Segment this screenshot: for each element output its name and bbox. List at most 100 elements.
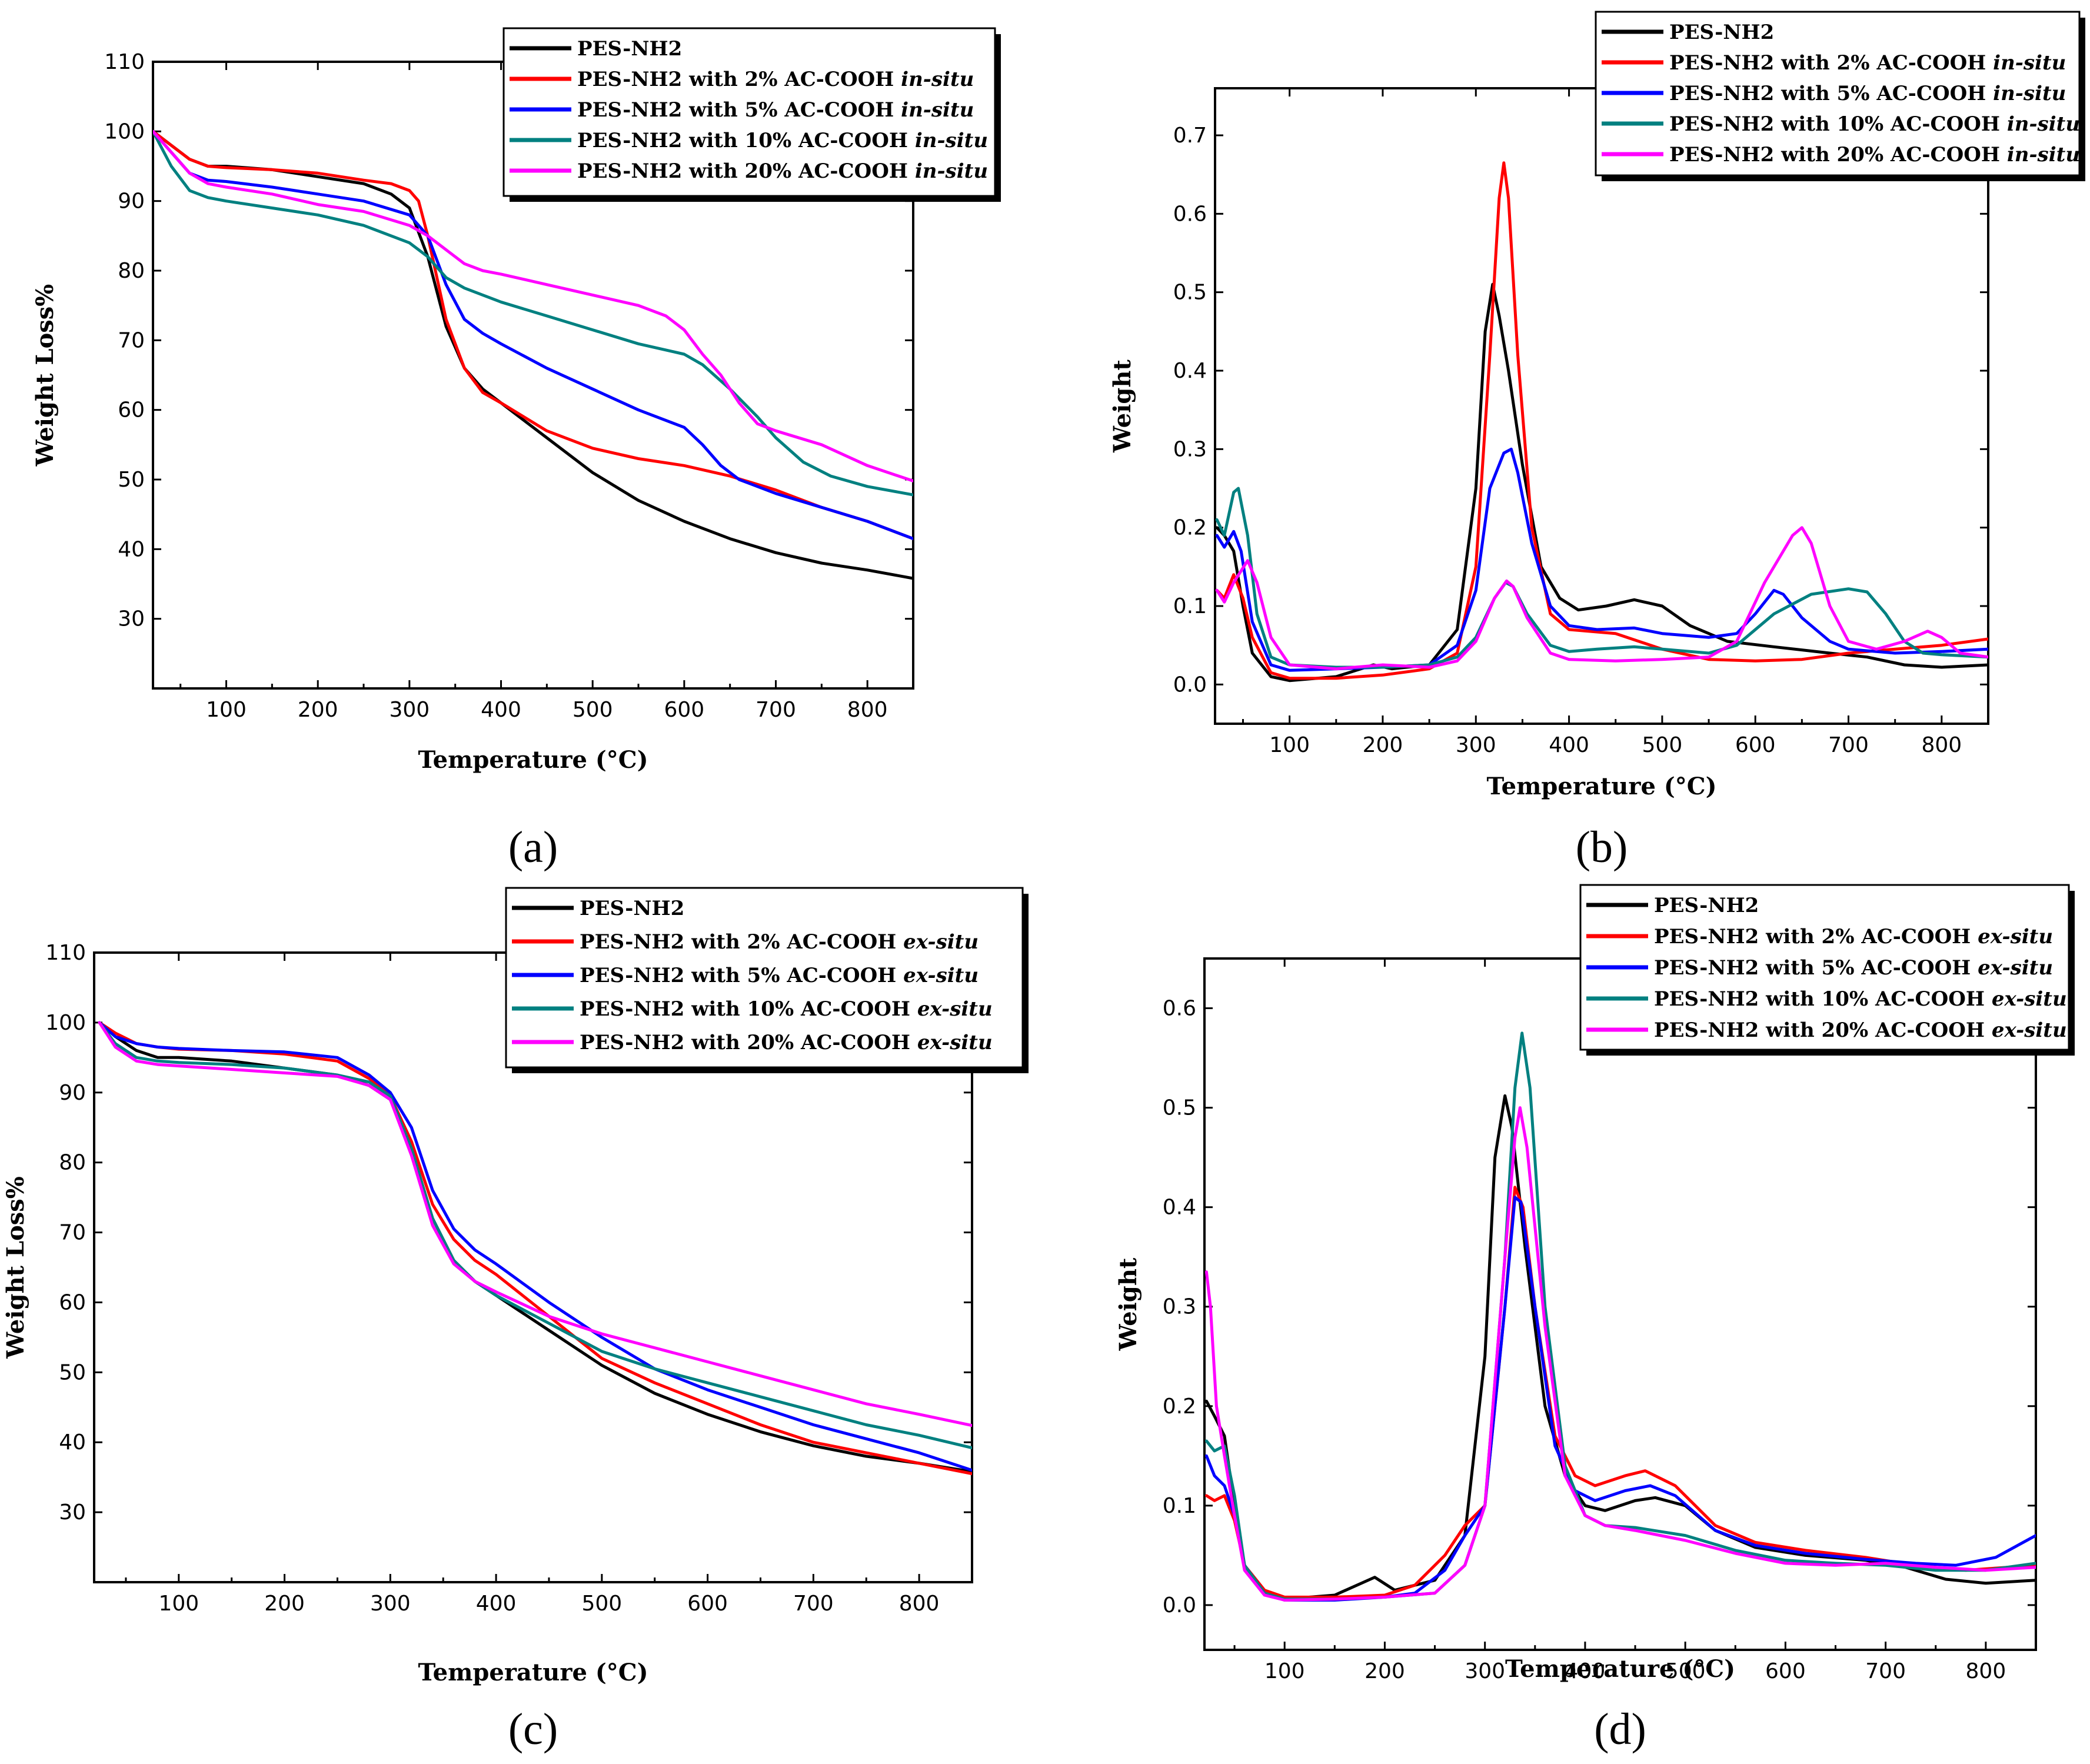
y-tick-label: 40 xyxy=(59,1430,86,1455)
y-tick-label: 0.7 xyxy=(1173,124,1207,148)
panel-label: (b) xyxy=(1576,823,1628,872)
legend-entry: PES-NH2 with 10% AC-COOH ex-situ xyxy=(580,997,993,1021)
y-tick-label: 60 xyxy=(59,1290,86,1314)
y-tick-label: 80 xyxy=(59,1151,86,1175)
x-tick-label: 400 xyxy=(476,1592,517,1616)
y-tick-label: 30 xyxy=(118,607,145,631)
x-tick-label: 800 xyxy=(1921,733,1962,757)
x-axis-title: Temperature (°C) xyxy=(418,746,648,774)
y-axis-title: Weight xyxy=(1114,1257,1142,1351)
legend-entry: PES-NH2 with 5% AC-COOH in-situ xyxy=(1669,82,2066,105)
series-line xyxy=(1215,526,1988,671)
series-line xyxy=(1215,161,1988,680)
chart-d: 100 200 300 400 500 600 700 800 0.0 0.1 0.2 0.3 0.4 0… xyxy=(1114,884,2075,1754)
y-tick-label: 0.3 xyxy=(1173,437,1207,461)
y-tick-label: 30 xyxy=(59,1500,86,1525)
series-line xyxy=(1204,1186,2036,1599)
legend-entry: PES-NH2 with 20% AC-COOH in-situ xyxy=(1669,143,2080,167)
y-tick-label: 100 xyxy=(45,1011,86,1035)
x-tick-label: 400 xyxy=(1565,1659,1606,1683)
x-tick-label: 200 xyxy=(1365,1659,1405,1683)
y-tick-label: 110 xyxy=(45,941,86,965)
legend-entry: PES-NH2 with 5% AC-COOH ex-situ xyxy=(1654,956,2053,980)
series-line xyxy=(1204,1094,2036,1601)
x-tick-label: 100 xyxy=(158,1592,199,1616)
x-tick-label: 800 xyxy=(847,698,888,722)
legend-entry: PES-NH2 xyxy=(580,897,684,920)
y-tick-label: 40 xyxy=(118,537,145,561)
series-line xyxy=(98,1021,972,1473)
chart-a: 100 200 300 400 500 600 700 800 30 40 50 60 70 80 90 10… xyxy=(31,27,1001,872)
y-tick-label: 50 xyxy=(59,1360,86,1384)
series-line xyxy=(1204,1106,2036,1602)
y-tick-label: 0.1 xyxy=(1173,594,1207,618)
legend-entry: PES-NH2 with 20% AC-COOH ex-situ xyxy=(1654,1019,2067,1042)
legend-entry: PES-NH2 with 2% AC-COOH ex-situ xyxy=(1654,925,2053,948)
series-line xyxy=(153,129,913,541)
y-tick-label: 110 xyxy=(104,50,145,74)
y-tick-label: 0.6 xyxy=(1173,202,1207,226)
legend-entry: PES-NH2 with 5% AC-COOH ex-situ xyxy=(580,964,979,987)
plot-frame xyxy=(1203,957,2037,1651)
x-tick-label: 200 xyxy=(264,1592,305,1616)
y-tick-label: 0.0 xyxy=(1173,673,1207,697)
y-tick-label: 70 xyxy=(118,328,145,352)
series-line xyxy=(1215,282,1988,683)
x-axis-title: Temperature (°C) xyxy=(1505,1655,1735,1683)
x-tick-label: 700 xyxy=(1828,733,1869,757)
legend-box xyxy=(502,27,996,197)
legend-box xyxy=(505,887,1024,1069)
y-tick-label: 60 xyxy=(118,398,145,422)
x-tick-label: 200 xyxy=(298,698,338,722)
legend-entry: PES-NH2 with 10% AC-COOH ex-situ xyxy=(1654,987,2067,1011)
series-line xyxy=(153,129,913,541)
x-tick-label: 500 xyxy=(1665,1659,1706,1683)
x-tick-label: 600 xyxy=(1765,1659,1806,1683)
series-line xyxy=(98,1021,972,1427)
y-tick-label: 0.2 xyxy=(1173,516,1207,540)
series-line xyxy=(98,1021,972,1472)
series-line xyxy=(98,1021,972,1476)
x-tick-label: 100 xyxy=(1264,1659,1305,1683)
x-tick-label: 500 xyxy=(573,698,613,722)
legend-box xyxy=(1595,11,2081,177)
x-axis-title: Temperature (°C) xyxy=(1486,773,1716,800)
x-tick-label: 100 xyxy=(206,698,247,722)
y-tick-label: 90 xyxy=(118,189,145,214)
x-tick-label: 200 xyxy=(1363,733,1403,757)
y-axis-title: Weight xyxy=(1109,360,1136,453)
panel-label: (d) xyxy=(1594,1705,1646,1754)
legend-box xyxy=(1579,884,2070,1051)
chart-panel-b: 100 200 300 400 500 600 700 800 0.0 0.1 0.2 0.3 0.4 0… xyxy=(1045,0,2090,882)
series-line xyxy=(1204,1031,2036,1601)
x-axis-title: Temperature (°C) xyxy=(418,1659,648,1686)
series-line xyxy=(1215,487,1988,669)
x-tick-label: 300 xyxy=(1456,733,1496,757)
legend-entry: PES-NH2 xyxy=(1669,21,1774,44)
chart-panel-d: 100 200 300 400 500 600 700 800 0.0 0.1 0.2 0.3 0.4 0… xyxy=(1045,882,2090,1764)
y-tick-label: 90 xyxy=(59,1081,86,1105)
y-tick-label: 0.0 xyxy=(1163,1593,1196,1617)
x-tick-label: 700 xyxy=(793,1592,834,1616)
x-tick-label: 100 xyxy=(1269,733,1310,757)
y-tick-label: 0.2 xyxy=(1163,1394,1196,1419)
x-tick-label: 800 xyxy=(899,1592,940,1616)
legend-entry: PES-NH2 with 2% AC-COOH in-situ xyxy=(577,68,974,91)
series-line xyxy=(98,1021,972,1450)
y-tick-label: 0.5 xyxy=(1163,1096,1196,1120)
y-tick-label: 0.3 xyxy=(1163,1295,1196,1319)
x-tick-label: 700 xyxy=(1865,1659,1906,1683)
x-tick-label: 300 xyxy=(370,1592,411,1616)
x-tick-label: 600 xyxy=(1735,733,1776,757)
x-tick-label: 300 xyxy=(389,698,430,722)
y-tick-label: 70 xyxy=(59,1221,86,1245)
y-tick-label: 80 xyxy=(118,259,145,283)
chart-c: 100 200 300 400 500 600 700 800 30 40 50 60 70 80 90 10… xyxy=(2,887,1029,1754)
x-tick-label: 500 xyxy=(1642,733,1683,757)
legend-entry: PES-NH2 with 5% AC-COOH in-situ xyxy=(577,98,974,122)
chart-b: 100 200 300 400 500 600 700 800 0.0 0.1 0.2 0.3 0.4 0… xyxy=(1109,11,2085,872)
y-tick-label: 100 xyxy=(104,119,145,144)
legend-entry: PES-NH2 with 10% AC-COOH in-situ xyxy=(577,129,988,152)
legend-entry: PES-NH2 with 10% AC-COOH in-situ xyxy=(1669,112,2080,136)
series-line xyxy=(153,129,913,497)
